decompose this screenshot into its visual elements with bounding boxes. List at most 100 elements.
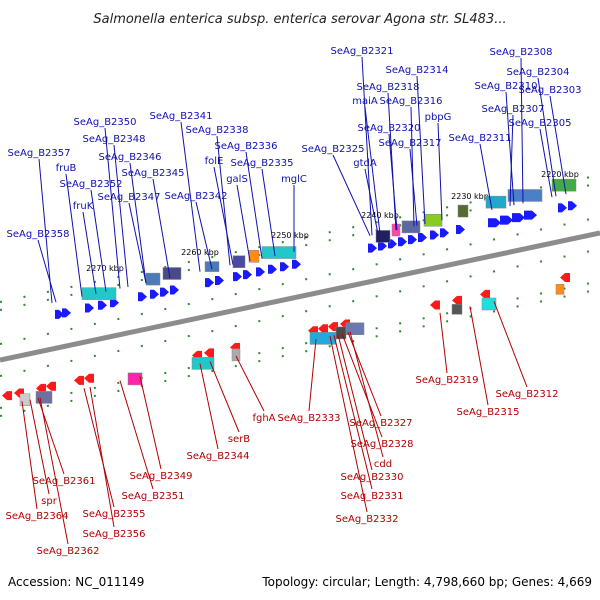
reverse-gene-label: SeAg_B2319	[416, 375, 479, 386]
reverse-gene-arrow	[84, 373, 94, 383]
forward-gene-arrow	[500, 215, 513, 225]
forward-gene-label: SeAg_B2348	[83, 134, 146, 145]
forward-gene-leader-line	[509, 114, 514, 207]
forward-gene-arrow	[110, 298, 119, 308]
forward-gene-leader-line	[104, 127, 121, 289]
forward-gene-label: SeAg_B2308	[490, 47, 553, 58]
forward-gene-leader-line	[245, 151, 263, 259]
forward-gene-leader-line	[549, 95, 567, 195]
forward-gene-label: SeAg_B2318	[357, 82, 420, 93]
reverse-gene-leader-line	[439, 312, 448, 374]
gene-domain-block	[451, 304, 463, 315]
forward-gene-arrow	[408, 235, 417, 245]
forward-gene-arrow	[233, 272, 242, 282]
map-layer: 2220 kbp 2230 kbp 2240 kbp 2250 kbp 2260 kbp…	[0, 46, 600, 557]
forward-gene-leader-line	[505, 91, 515, 206]
forward-gene-leader-line	[409, 148, 418, 226]
forward-gene-arrow	[378, 241, 387, 251]
forward-gene-leader-line	[90, 189, 107, 292]
forward-gene-arrow	[205, 278, 214, 288]
reverse-gene-arrow	[560, 272, 570, 282]
gene-domain-block	[261, 246, 297, 259]
forward-gene-label: SeAg_B2314	[386, 65, 449, 76]
reverse-gene-label: cdd	[374, 459, 392, 470]
reverse-gene-label: SeAg_B2331	[341, 491, 404, 502]
reverse-gene-arrow	[36, 383, 46, 393]
forward-gene-label: SeAg_B2317	[379, 138, 442, 149]
forward-gene-arrow	[292, 259, 301, 269]
reverse-gene-label: SeAg_B2355	[83, 509, 146, 520]
forward-gene-leader-line	[410, 106, 415, 227]
reverse-gene-label: spr	[41, 496, 58, 507]
gene-domain-block	[19, 393, 31, 407]
reverse-gene-arrow	[430, 300, 440, 310]
forward-gene-label: SeAg_B2307	[482, 104, 545, 115]
gene-domain-block	[81, 287, 117, 300]
reverse-gene-leader-line	[209, 361, 240, 433]
gene-domain-block	[231, 348, 241, 362]
reverse-gene-label: SeAg_B2351	[122, 491, 185, 502]
forward-gene-arrow	[256, 267, 265, 277]
kbp-tick-label: 2270 kbp	[86, 264, 124, 273]
reverse-gene-leader-line	[333, 335, 373, 490]
forward-gene-label: SeAg_B2303	[519, 85, 582, 96]
reverse-gene-arrow	[2, 391, 12, 401]
reverse-gene-label: SeAg_B2333	[278, 413, 341, 424]
gene-domain-block	[423, 214, 443, 227]
forward-gene-label: SeAg_B2321	[331, 46, 394, 57]
forward-gene-label: SeAg_B2311	[449, 133, 512, 144]
forward-gene-label: SeAg_B2342	[165, 191, 228, 202]
reverse-gene-arrow	[74, 375, 84, 385]
gene-domain-block	[191, 357, 215, 370]
gene-domain-block	[345, 322, 365, 336]
reverse-gene-label: SeAg_B2328	[351, 439, 414, 450]
reverse-gene-leader-line	[308, 339, 317, 412]
kbp-tick-label: 2230 kbp	[451, 192, 489, 201]
forward-gene-leader-line	[152, 178, 171, 279]
forward-gene-arrow	[488, 218, 501, 228]
reverse-gene-label: SeAg_B2327	[350, 418, 413, 429]
forward-gene-label: SeAg_B2320	[358, 123, 421, 134]
forward-gene-arrow	[524, 210, 537, 220]
forward-gene-arrow	[98, 300, 107, 310]
gene-domain-block	[204, 261, 220, 272]
gene-domain-block	[35, 391, 53, 404]
forward-gene-leader-line	[537, 77, 557, 197]
gene-domain-block	[485, 195, 507, 209]
forward-gene-leader-line	[388, 133, 398, 231]
gene-domain-block	[481, 297, 497, 311]
forward-gene-leader-line	[195, 201, 213, 270]
forward-gene-arrow	[418, 233, 427, 243]
reverse-gene-arrow	[318, 324, 328, 334]
forward-gene-arrow	[280, 262, 289, 272]
forward-gene-arrow	[85, 303, 94, 313]
reverse-gene-arrow	[46, 381, 56, 391]
forward-gene-leader-line	[416, 75, 426, 225]
gene-domain-block	[335, 326, 347, 340]
forward-gene-arrow	[512, 213, 525, 223]
kbp-tick-label: 2220 kbp	[541, 170, 579, 179]
gene-domain-block	[162, 267, 182, 280]
forward-gene-arrow	[456, 224, 465, 234]
reverse-gene-arrow	[480, 289, 490, 299]
gene-domain-block	[127, 372, 143, 386]
forward-gene-label: maiA	[352, 96, 378, 107]
forward-gene-label: SeAg_B2335	[231, 158, 294, 169]
forward-gene-leader-line	[520, 57, 524, 204]
reverse-gene-label: SeAg_B2364	[6, 511, 69, 522]
forward-gene-arrow	[170, 285, 179, 295]
forward-gene-label: SeAg_B2346	[99, 152, 162, 163]
forward-gene-leader-line	[437, 122, 443, 221]
forward-gene-label: SeAg_B2310	[475, 81, 538, 92]
forward-gene-label: SeAg_B2304	[507, 67, 570, 78]
forward-gene-leader-line	[180, 121, 201, 272]
forward-gene-leader-line	[364, 168, 379, 235]
accession-label: Accession: NC_011149	[8, 575, 144, 589]
forward-gene-leader-line	[128, 202, 147, 284]
forward-gene-leader-line	[65, 173, 83, 297]
reverse-gene-leader-line	[337, 334, 373, 471]
forward-gene-label: SeAg_B2338	[186, 125, 249, 136]
forward-gene-label: SeAg_B2336	[215, 141, 278, 152]
forward-gene-label: SeAg_B2325	[302, 144, 365, 155]
reverse-gene-label: serB	[228, 434, 250, 445]
